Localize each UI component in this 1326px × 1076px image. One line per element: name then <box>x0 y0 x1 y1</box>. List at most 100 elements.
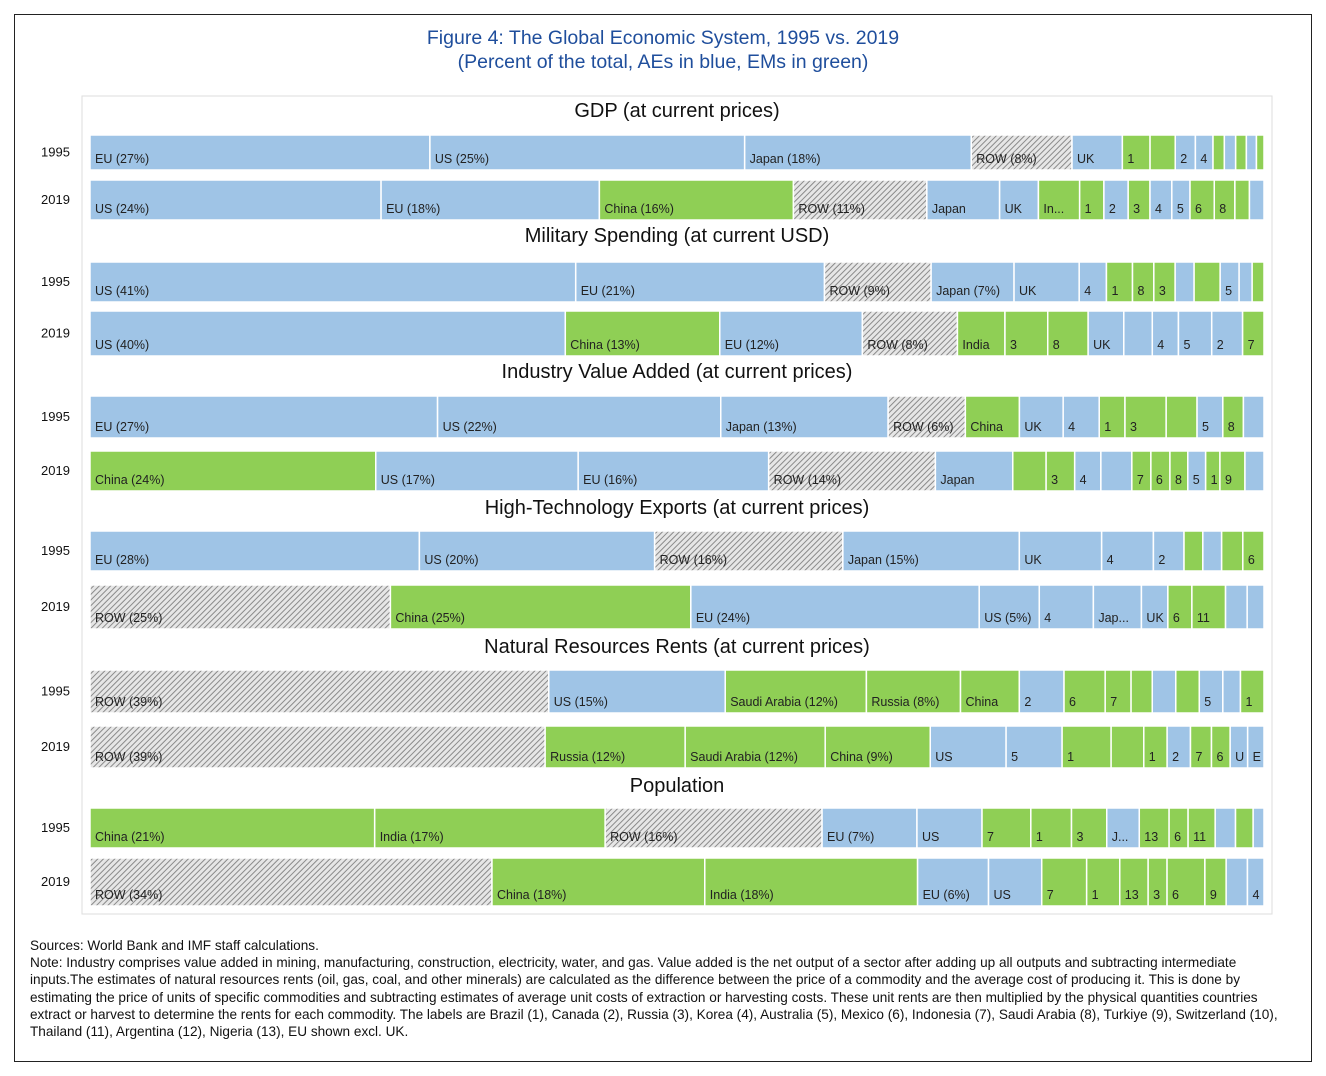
treemap-cell <box>1214 807 1237 849</box>
treemap-cell <box>1193 261 1221 303</box>
cell-label: 4 <box>1107 553 1114 567</box>
treemap-cell <box>684 725 826 769</box>
cell-label: US (22%) <box>443 420 497 434</box>
cell-label: Japan <box>932 202 966 216</box>
cell-label: E <box>1253 750 1261 764</box>
treemap-cell <box>767 450 937 492</box>
treemap-cell <box>1018 669 1065 714</box>
cell-label: 4 <box>1080 473 1087 487</box>
cell-label: China (9%) <box>830 750 893 764</box>
cell-label: ROW (16%) <box>660 553 727 567</box>
treemap-cell <box>89 261 577 303</box>
year-label: 2019 <box>41 599 70 614</box>
treemap-cell <box>1246 725 1265 769</box>
treemap-cell <box>959 669 1021 714</box>
cell-label: 11 <box>1193 830 1206 844</box>
treemap-cell <box>1222 669 1242 714</box>
treemap-cell <box>1174 261 1195 303</box>
cell-label: U <box>1235 750 1244 764</box>
cell-label: ROW (9%) <box>829 284 889 298</box>
cell-label: 4 <box>1200 152 1207 166</box>
treemap-cell <box>1149 134 1176 171</box>
treemap-cell <box>1004 310 1049 357</box>
treemap-cell <box>1212 134 1226 171</box>
cell-label: UK <box>1005 202 1023 216</box>
treemap-cell <box>704 857 919 907</box>
cell-label: 6 <box>1069 695 1076 709</box>
treemap-cell <box>1189 179 1216 221</box>
treemap-cell <box>89 669 550 714</box>
panel-title: Industry Value Added (at current prices) <box>502 361 853 383</box>
treemap-cell <box>89 179 382 221</box>
cell-label: UK <box>1024 553 1042 567</box>
panel-title: Military Spending (at current USD) <box>525 225 830 247</box>
treemap-cell <box>89 807 376 849</box>
cell-label: ROW (11%) <box>798 202 864 216</box>
cell-label: 4 <box>1068 420 1075 434</box>
cell-label: Saudi Arabia (12%) <box>730 695 838 709</box>
cell-label: 13 <box>1125 888 1139 902</box>
treemap-cell <box>1071 134 1124 171</box>
year-label: 1995 <box>41 409 70 424</box>
treemap-cell <box>1239 669 1265 714</box>
treemap-cell <box>1246 584 1265 630</box>
treemap-cell <box>970 134 1073 171</box>
cell-label: 1 <box>1104 420 1111 434</box>
cell-label: ROW (6%) <box>893 420 953 434</box>
cell-label: US (25%) <box>435 152 489 166</box>
cell-label: EU (16%) <box>583 473 637 487</box>
cell-label: 1 <box>1067 750 1074 764</box>
cell-label: Japan (7%) <box>936 284 1000 298</box>
treemap-cell <box>1073 450 1102 492</box>
treemap-cell <box>89 530 421 572</box>
treemap-cell <box>89 725 546 769</box>
cell-label: 3 <box>1130 420 1137 434</box>
cell-label: India <box>962 338 989 352</box>
cell-label: 1 <box>1036 830 1043 844</box>
cell-label: 5 <box>1202 420 1209 434</box>
cell-label: 4 <box>1044 611 1051 625</box>
cell-label: 7 <box>987 830 994 844</box>
cell-label: 5 <box>1193 473 1200 487</box>
treemap-cell <box>981 807 1032 849</box>
cell-label: 4 <box>1157 338 1164 352</box>
treemap-cell <box>930 261 1015 303</box>
cell-label: 3 <box>1077 830 1084 844</box>
cell-label: 6 <box>1248 553 1255 567</box>
sources-note: Sources: World Bank and IMF staff calcul… <box>30 938 319 953</box>
treemap-cell <box>1242 530 1265 572</box>
treemap-cell <box>1166 857 1206 907</box>
treemap-cell <box>598 179 795 221</box>
figure-title-line2: (Percent of the total, AEs in blue, EMs … <box>457 51 869 73</box>
cell-label: 3 <box>1051 473 1058 487</box>
cell-label: China <box>966 695 999 709</box>
cell-label: Japan (18%) <box>750 152 821 166</box>
cell-label: 3 <box>1153 888 1160 902</box>
treemap-cell <box>1138 807 1170 849</box>
treemap-cell <box>577 450 770 492</box>
cell-label: China (24%) <box>95 473 164 487</box>
cell-label: 2 <box>1024 695 1031 709</box>
cell-label: Japan (13%) <box>726 420 797 434</box>
treemap-cell <box>1105 261 1134 303</box>
treemap-cell <box>1092 584 1143 630</box>
treemap-cell <box>1151 310 1180 357</box>
treemap-cell <box>1183 530 1204 572</box>
treemap-cell <box>1038 584 1095 630</box>
cell-label: Russia (8%) <box>871 695 939 709</box>
treemap-cell <box>792 179 928 221</box>
chart-layer: GDP (at current prices)1995 EU (27%) US (2… <box>41 95 1273 915</box>
cell-label: 2 <box>1180 152 1187 166</box>
treemap-cell <box>544 725 686 769</box>
cell-label: 7 <box>1195 750 1202 764</box>
treemap-cell <box>1037 179 1081 221</box>
plot-area <box>81 95 1273 915</box>
treemap-cell <box>89 310 567 357</box>
cell-label: 1 <box>1127 152 1134 166</box>
cell-label: 3 <box>1010 338 1017 352</box>
year-label: 2019 <box>41 874 70 889</box>
cell-label: 4 <box>1252 888 1259 902</box>
treemap-cell <box>1152 530 1185 572</box>
cell-label: 1 <box>1111 284 1118 298</box>
treemap-cell <box>1078 261 1108 303</box>
